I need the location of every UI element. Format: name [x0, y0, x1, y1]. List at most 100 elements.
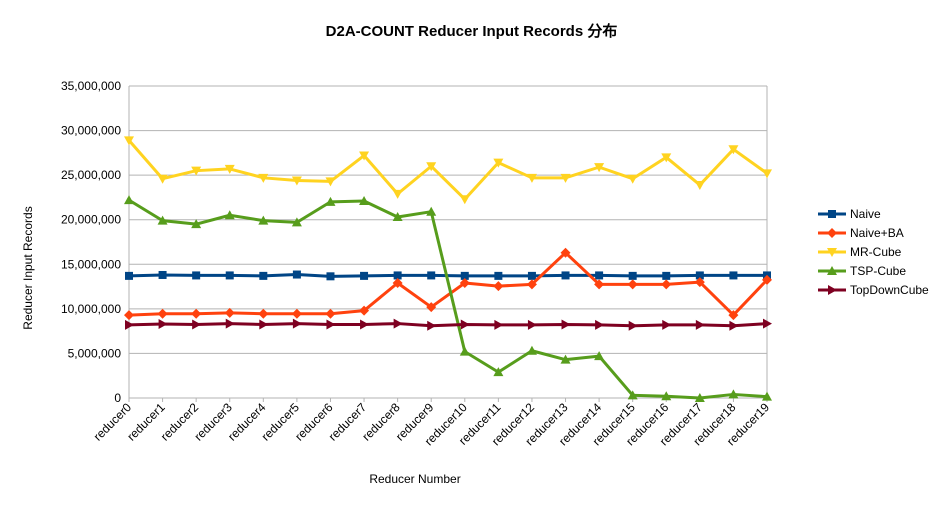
y-tick-label: 5,000,000	[68, 346, 122, 360]
data-point-tsp-cube	[359, 195, 370, 205]
data-point-topdowncube	[292, 318, 302, 329]
data-point-naive-ba	[762, 274, 772, 285]
x-axis-title: Reducer Number	[369, 472, 460, 486]
data-point-tsp-cube	[594, 351, 605, 361]
data-point-tsp-cube	[560, 354, 571, 364]
data-point-tsp-cube	[661, 391, 672, 401]
y-tick-label: 20,000,000	[61, 213, 121, 227]
data-point-tsp-cube	[325, 196, 336, 206]
data-point-naive	[192, 271, 201, 280]
data-point-tsp-cube	[157, 215, 168, 225]
data-point-naive	[561, 271, 570, 280]
data-point-naive	[158, 270, 167, 279]
data-point-tsp-cube	[124, 195, 134, 205]
data-point-topdowncube	[259, 319, 269, 330]
legend-marker	[827, 266, 837, 275]
data-point-naive-ba	[493, 281, 504, 292]
data-point-naive	[595, 271, 604, 280]
data-point-mr-cube	[762, 169, 772, 179]
data-point-topdowncube	[527, 319, 537, 330]
y-tick-label: 25,000,000	[61, 168, 121, 182]
data-point-tsp-cube	[762, 391, 772, 401]
data-point-naive-ba	[694, 277, 705, 288]
series-line-tsp-cube	[128, 198, 768, 400]
data-point-topdowncube	[225, 318, 235, 329]
data-point-mr-cube	[594, 163, 605, 173]
series-tsp-cube	[124, 195, 772, 402]
data-point-topdowncube	[427, 320, 437, 331]
data-point-naive-ba	[627, 279, 638, 290]
data-point-naive	[427, 271, 436, 280]
data-point-mr-cube	[694, 180, 705, 190]
data-point-mr-cube	[426, 162, 437, 172]
data-point-topdowncube	[360, 319, 370, 330]
data-point-mr-cube	[258, 173, 269, 183]
data-point-naive-ba	[191, 308, 202, 319]
data-point-tsp-cube	[493, 367, 504, 377]
data-point-naive-ba	[258, 308, 269, 319]
data-point-naive-ba	[291, 308, 302, 319]
data-point-naive	[326, 272, 335, 281]
data-point-mr-cube	[124, 136, 134, 146]
data-point-naive-ba	[526, 279, 537, 290]
data-point-mr-cube	[224, 164, 235, 174]
data-point-mr-cube	[359, 151, 370, 161]
data-point-topdowncube	[326, 319, 336, 330]
data-point-topdowncube	[595, 319, 605, 330]
data-point-naive	[695, 271, 704, 280]
data-point-mr-cube	[157, 174, 168, 184]
data-point-mr-cube	[560, 173, 571, 183]
data-point-topdowncube	[695, 319, 705, 330]
data-point-naive-ba	[594, 279, 605, 290]
legend-label: Naive+BA	[850, 226, 904, 240]
data-point-topdowncube	[628, 320, 638, 331]
data-point-tsp-cube	[426, 206, 437, 216]
data-point-tsp-cube	[258, 215, 269, 225]
data-point-naive-ba	[325, 308, 336, 319]
series-group	[124, 136, 772, 402]
series-mr-cube	[124, 136, 772, 205]
data-point-naive	[494, 271, 503, 280]
legend-marker	[827, 228, 837, 238]
data-point-naive-ba	[459, 278, 470, 289]
data-point-tsp-cube	[627, 390, 638, 400]
data-point-naive	[527, 271, 536, 280]
series-naive-ba	[124, 247, 772, 321]
data-point-naive	[393, 271, 402, 280]
y-tick-label: 35,000,000	[61, 79, 121, 93]
data-point-mr-cube	[291, 176, 302, 186]
data-point-naive-ba	[728, 310, 739, 321]
data-point-topdowncube	[460, 319, 470, 330]
legend-item-tsp-cube: TSP-Cube	[818, 264, 906, 278]
legend-label: TSP-Cube	[850, 264, 906, 278]
y-axis-title: Reducer Input Records	[21, 206, 35, 329]
legend-label: MR-Cube	[850, 245, 902, 259]
series-topdowncube	[125, 318, 772, 331]
data-point-naive-ba	[392, 278, 403, 289]
data-point-naive-ba	[661, 279, 672, 290]
series-line-topdowncube	[128, 322, 768, 328]
data-point-naive-ba	[359, 305, 370, 316]
data-point-mr-cube	[191, 166, 202, 176]
data-point-mr-cube	[526, 173, 537, 183]
data-point-topdowncube	[192, 319, 202, 330]
series-line-naive-ba	[128, 251, 769, 317]
data-point-naive-ba	[224, 307, 235, 318]
y-tick-label: 0	[114, 391, 121, 405]
data-point-tsp-cube	[728, 389, 739, 399]
data-point-tsp-cube	[191, 219, 202, 229]
data-point-topdowncube	[662, 319, 672, 330]
grid-lines	[129, 85, 768, 399]
data-point-mr-cube	[392, 189, 403, 199]
x-axis: reducer0reducer1reducer2reducer3reducer4…	[91, 397, 772, 448]
legend-item-naive-ba: Naive+BA	[818, 226, 904, 240]
y-axis: 0 5,000,000 10,000,000 15,000,000 20,000,000…	[61, 79, 130, 405]
y-tick-label: 10,000,000	[61, 302, 121, 316]
legend: Naive Naive+BA MR-Cube TSP-Cube TopDownCube	[818, 207, 929, 297]
data-point-naive-ba	[157, 308, 168, 319]
legend-item-topdowncube: TopDownCube	[818, 283, 929, 297]
series-line-mr-cube	[127, 139, 768, 201]
data-point-mr-cube	[728, 145, 739, 155]
data-point-naive	[125, 271, 133, 280]
data-point-naive	[259, 271, 268, 280]
